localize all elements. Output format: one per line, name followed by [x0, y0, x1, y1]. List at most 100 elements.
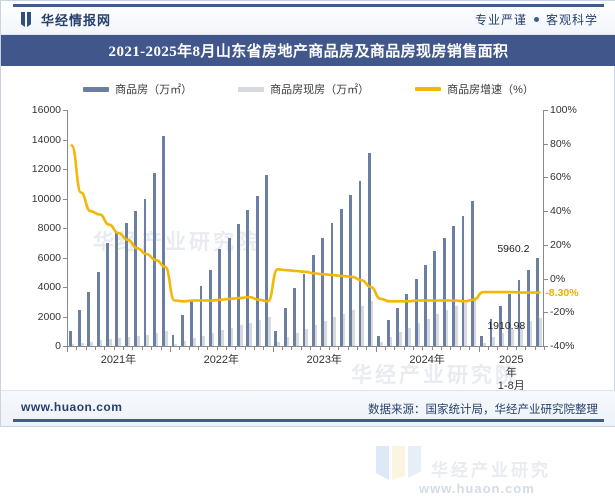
- bar-xianfang: [520, 324, 524, 346]
- y-tick-label-right: -20%: [550, 306, 575, 319]
- bar-xianfang: [361, 306, 365, 346]
- y-tick-label-left: 10000: [31, 192, 61, 205]
- bar-shangpinfang: [368, 152, 371, 346]
- bar-shangpinfang: [321, 237, 325, 346]
- bar-xianfang: [445, 310, 449, 346]
- x-axis-year: 2024年: [409, 354, 445, 366]
- bar-xianfang: [529, 320, 533, 346]
- y-tick-label-left: 6000: [37, 251, 61, 264]
- y-tick-right: [544, 177, 548, 179]
- y-tick-label-left: 14000: [31, 133, 61, 146]
- bar-xianfang: [221, 330, 224, 346]
- bar-xianfang: [239, 325, 243, 346]
- x-tick: [544, 346, 545, 350]
- x-tick: [169, 346, 171, 352]
- x-tick: [272, 346, 274, 352]
- bar-shangpinfang: [311, 255, 315, 346]
- brand-name: 华经情报网: [41, 13, 112, 28]
- bar-shangpinfang: [255, 196, 259, 346]
- bar-xianfang: [380, 342, 383, 346]
- bar-xianfang: [389, 336, 393, 346]
- y-tick-label-left: 2000: [37, 310, 61, 323]
- x-tick: [366, 346, 368, 350]
- legend-label: 商品房（万㎡）: [115, 84, 193, 96]
- bar-shangpinfang: [508, 293, 512, 346]
- bar-xianfang: [99, 340, 103, 346]
- y-tick-label-left: 12000: [31, 163, 61, 175]
- line-series-layer: [70, 144, 541, 303]
- bar-xianfang: [174, 343, 178, 346]
- y-tick-left: [63, 139, 67, 141]
- bar-xianfang: [277, 342, 280, 346]
- bar-shangpinfang: [68, 331, 72, 346]
- bar-shangpinfang: [414, 278, 418, 346]
- tagline-right: 客观科学: [545, 13, 598, 27]
- bar-shangpinfang: [293, 287, 296, 346]
- x-tick: [347, 346, 349, 350]
- x-tick: [487, 346, 489, 350]
- x-tick: [123, 346, 125, 350]
- title-band: 2021-2025年8月山东省房地产商品房及商品房现房销售面积: [1, 35, 615, 66]
- bar-shangpinfang: [265, 174, 268, 346]
- y-tick-right: [544, 278, 548, 280]
- x-tick: [151, 346, 153, 350]
- bar-xianfang: [295, 332, 299, 346]
- bar-shangpinfang: [134, 211, 137, 346]
- bar-xianfang: [249, 322, 252, 346]
- x-tick: [525, 346, 527, 350]
- bar-xianfang: [454, 306, 458, 346]
- y-tick-right: [544, 312, 548, 314]
- bar-xianfang: [286, 337, 290, 346]
- y-tick-label-left: 8000: [37, 222, 61, 234]
- x-axis-year: 2025年: [499, 354, 524, 379]
- growth-rate-line: [70, 144, 541, 303]
- bar-shangpinfang: [480, 335, 484, 346]
- x-tick: [76, 346, 78, 350]
- watermark-url: www.huaon.com: [419, 481, 535, 496]
- x-tick: [244, 346, 246, 350]
- bar-series-layer: [67, 110, 544, 346]
- bar-xianfang: [492, 337, 496, 346]
- x-tick: [207, 346, 209, 350]
- legend-label: 商品房增速（%）: [447, 84, 534, 96]
- brand[interactable]: 华经情报网: [21, 10, 111, 29]
- x-tick: [469, 346, 471, 350]
- y-tick-label-right: 40%: [550, 205, 572, 218]
- x-tick: [235, 346, 237, 350]
- x-tick: [328, 346, 330, 350]
- bar-shangpinfang: [162, 135, 166, 346]
- bar-xianfang: [90, 341, 93, 346]
- tagline: 专业严谨 客观科学: [475, 11, 598, 28]
- x-tick: [385, 346, 386, 350]
- x-axis-group-label: 2022年: [204, 354, 239, 367]
- legend-label: 商品房现房（万㎡）: [270, 84, 370, 96]
- watermark-logo-icon: [376, 446, 422, 480]
- bar-xianfang: [127, 337, 131, 346]
- x-tick: [394, 346, 396, 350]
- bar-shangpinfang: [386, 320, 390, 346]
- x-tick: [67, 346, 68, 352]
- bar-xianfang: [211, 333, 215, 346]
- bar-shangpinfang: [218, 248, 222, 346]
- bar-xianfang: [342, 313, 346, 346]
- footer-site-url[interactable]: www.huaon.com: [21, 400, 123, 414]
- data-label-xianfang: 1910.98: [487, 319, 526, 332]
- legend-item-2[interactable]: 商品房现房（万㎡）: [238, 81, 369, 97]
- bar-shangpinfang: [405, 294, 409, 346]
- legend-item-3[interactable]: 商品房增速（%）: [415, 81, 534, 97]
- bar-xianfang: [146, 335, 150, 346]
- bar-xianfang: [464, 302, 468, 346]
- legend-item-1[interactable]: 商品房（万㎡）: [83, 81, 192, 97]
- bar-xianfang: [417, 323, 421, 346]
- x-tick: [282, 346, 284, 350]
- y-axis-right: [543, 110, 544, 346]
- y-tick-label-right: 100%: [550, 104, 577, 116]
- x-tick: [478, 346, 480, 352]
- bar-shangpinfang: [96, 272, 100, 346]
- bar-xianfang: [473, 297, 477, 346]
- bar-shangpinfang: [498, 306, 502, 346]
- y-tick-label-left: 4000: [37, 281, 61, 293]
- x-axis-group-label: 2024年: [409, 354, 444, 367]
- bar-xianfang: [202, 335, 206, 346]
